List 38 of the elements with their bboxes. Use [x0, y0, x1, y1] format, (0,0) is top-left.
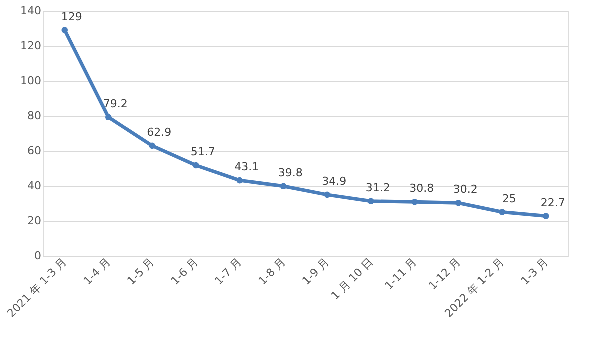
data-label: 39.8 — [278, 166, 303, 180]
y-tick-label: 100 — [20, 74, 42, 88]
data-label: 129 — [61, 10, 82, 24]
data-label: 79.2 — [103, 97, 128, 110]
y-tick-label: 80 — [28, 110, 42, 122]
point — [62, 27, 68, 34]
x-tick-label: 1-8 月 — [256, 256, 288, 288]
y-tick-label: 0 — [34, 250, 42, 262]
x-tick-label: 1-7 月 — [212, 256, 245, 288]
data-label: 34.9 — [322, 174, 347, 188]
point — [236, 177, 244, 184]
point — [192, 162, 200, 169]
point — [499, 209, 506, 216]
data-label: 30.2 — [453, 183, 478, 196]
point — [412, 198, 418, 206]
y-tick-label: 140 — [20, 4, 42, 18]
data-label: 62.9 — [147, 126, 172, 139]
data-label: 31.2 — [366, 181, 390, 194]
x-tick-label: 1-3 月 — [518, 256, 551, 288]
point — [324, 192, 331, 198]
data-label: 30.8 — [410, 182, 434, 196]
point — [149, 142, 156, 150]
point — [542, 213, 550, 220]
point — [455, 200, 462, 206]
x-tick-label: 1-6 月 — [168, 256, 201, 288]
point — [105, 114, 112, 121]
x-tick-label: 1-4 月 — [81, 256, 114, 288]
y-tick-label: 20 — [28, 214, 42, 228]
point — [280, 183, 287, 190]
data-label: 51.7 — [190, 146, 216, 159]
x-tick-label: 1-5 月 — [124, 256, 158, 288]
y-tick-label: 40 — [28, 180, 42, 192]
data-label: 25 — [502, 192, 516, 206]
data-label: 22.7 — [540, 196, 566, 210]
point — [368, 198, 374, 205]
data-label: 43.1 — [234, 160, 260, 174]
y-tick-label: 60 — [28, 144, 42, 158]
y-tick-label: 120 — [20, 40, 42, 52]
